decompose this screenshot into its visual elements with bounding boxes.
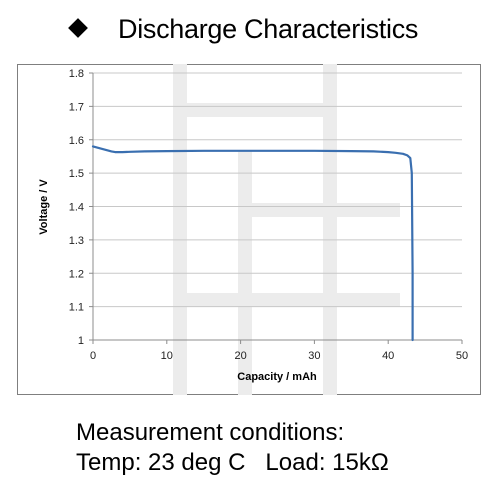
y-tick-label: 1 bbox=[78, 335, 84, 347]
x-tick-label: 0 bbox=[90, 350, 96, 362]
y-tick-label: 1.4 bbox=[69, 202, 84, 214]
x-tick-label: 50 bbox=[456, 350, 468, 362]
x-axis-label: Capacity / mAh bbox=[237, 371, 317, 383]
measurement-conditions: Measurement conditions: Temp: 23 deg C Lo… bbox=[76, 418, 389, 478]
y-tick-label: 1.7 bbox=[69, 101, 84, 113]
x-tick-label: 30 bbox=[308, 350, 320, 362]
y-tick-label: 1.2 bbox=[69, 268, 84, 280]
x-tick-label: 20 bbox=[234, 350, 246, 362]
x-tick-label: 10 bbox=[161, 350, 173, 362]
discharge-curve-line bbox=[91, 145, 414, 342]
y-tick-label: 1.5 bbox=[69, 168, 84, 180]
grid bbox=[93, 72, 462, 308]
conditions-line-2: Temp: 23 deg C Load: 15kΩ bbox=[76, 449, 389, 476]
axes bbox=[89, 72, 463, 344]
y-axis-label: Voltage / V bbox=[38, 179, 50, 235]
conditions-line-1: Measurement conditions: bbox=[76, 419, 345, 446]
series-layer bbox=[91, 145, 414, 342]
y-tick-label: 1.6 bbox=[69, 135, 84, 147]
x-tick-label: 40 bbox=[382, 350, 394, 362]
chart-heading-title: Discharge Characteristics bbox=[118, 13, 419, 44]
chart-heading: Discharge Characteristics bbox=[68, 12, 418, 46]
y-tick-label: 1.8 bbox=[69, 68, 84, 80]
watermark bbox=[173, 64, 400, 395]
tick-labels: 1 1.1 1.2 1.3 1.4 1.5 1.6 1.7 1.8 0 10 20 30 40 50 bbox=[69, 68, 468, 362]
y-tick-label: 1.1 bbox=[69, 302, 84, 314]
y-tick-label: 1.3 bbox=[69, 235, 84, 247]
